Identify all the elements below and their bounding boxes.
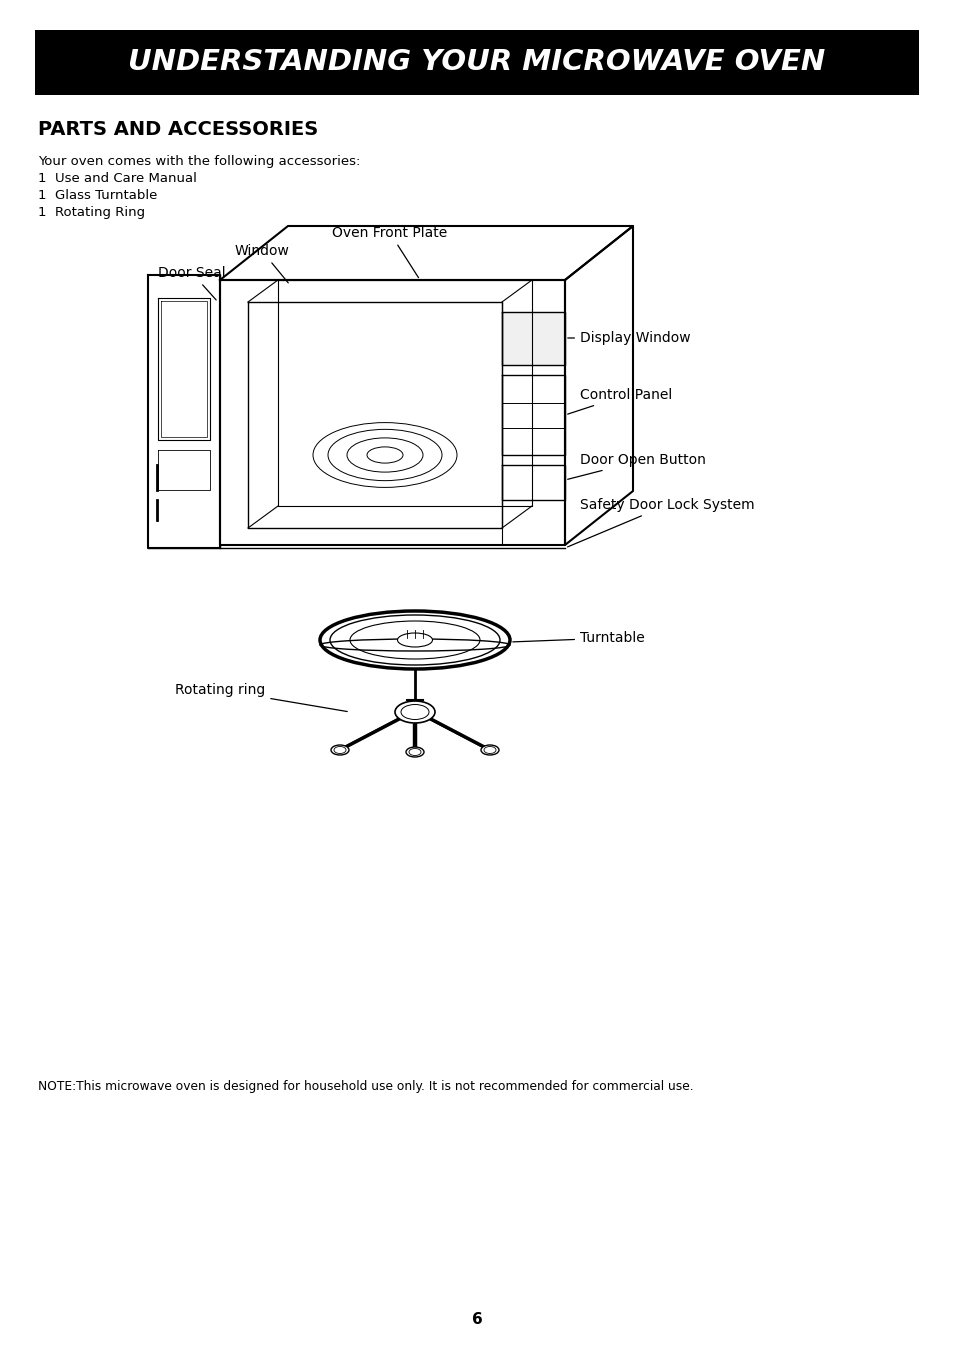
Ellipse shape [395,701,435,723]
Bar [35,30,918,94]
Polygon shape [148,275,220,548]
Ellipse shape [397,633,432,648]
Polygon shape [220,281,564,545]
Polygon shape [564,227,633,545]
Text: Display Window: Display Window [567,331,690,345]
Text: 1  Glass Turntable: 1 Glass Turntable [38,189,157,202]
Text: PARTS AND ACCESSORIES: PARTS AND ACCESSORIES [38,120,318,139]
Text: Turntable: Turntable [512,631,644,645]
Polygon shape [501,312,564,366]
Ellipse shape [480,745,498,755]
Text: 1  Rotating Ring: 1 Rotating Ring [38,206,145,219]
Polygon shape [220,227,633,281]
Text: NOTE:This microwave oven is designed for household use only. It is not recommend: NOTE:This microwave oven is designed for… [38,1081,693,1093]
Ellipse shape [319,611,510,669]
Text: Door Seal: Door Seal [158,266,226,299]
Text: UNDERSTANDING YOUR MICROWAVE OVEN: UNDERSTANDING YOUR MICROWAVE OVEN [129,49,824,77]
Text: 1  Use and Care Manual: 1 Use and Care Manual [38,173,196,185]
Text: Your oven comes with the following accessories:: Your oven comes with the following acces… [38,155,360,169]
Text: Oven Front Plate: Oven Front Plate [332,227,447,278]
Ellipse shape [331,745,349,755]
Text: Window: Window [234,244,289,283]
Text: Door Open Button: Door Open Button [567,453,705,479]
Text: Safety Door Lock System: Safety Door Lock System [567,498,754,546]
Ellipse shape [406,747,423,757]
Text: Control Panel: Control Panel [567,389,672,414]
Text: 6: 6 [471,1313,482,1327]
Text: Rotating ring: Rotating ring [174,683,347,711]
